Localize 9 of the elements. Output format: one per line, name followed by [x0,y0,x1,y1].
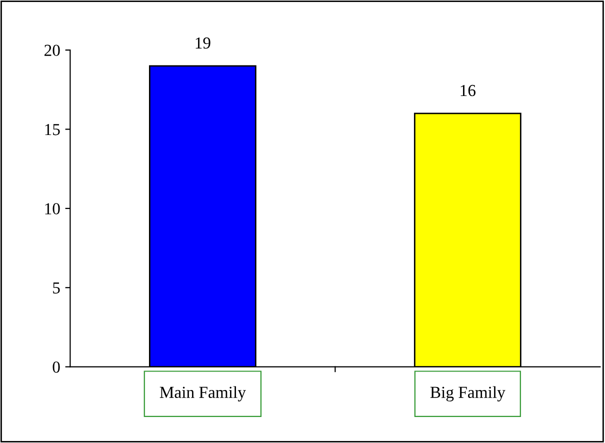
data-label: 16 [460,84,476,96]
y-tick-label: 0 [52,362,60,373]
y-tick-label: 15 [45,124,60,136]
x-tick-label: Big Family [430,386,506,402]
x-tick-label: Main Family [160,386,246,402]
y-tick-label: 20 [44,44,60,56]
y-tick-label: 10 [45,203,60,214]
data-label: 19 [196,37,210,49]
y-tick-label: 5 [53,282,60,294]
